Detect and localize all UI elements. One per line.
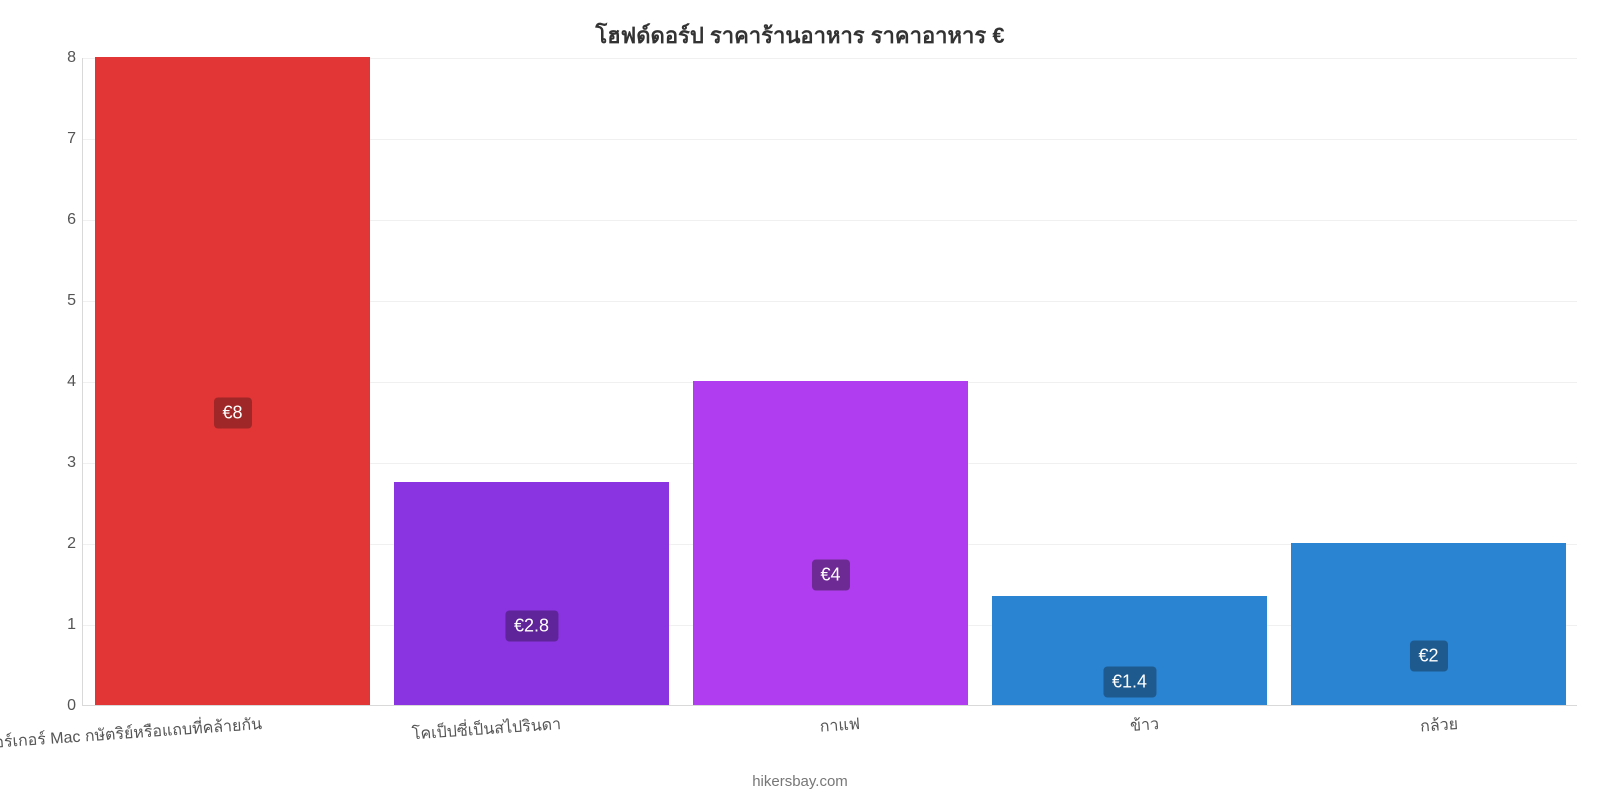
x-tick-label: โคเป็ปซี่เป็นสไปรินดา xyxy=(411,712,562,747)
y-tick-label: 7 xyxy=(67,130,76,148)
plot-area: €8 €2.8 €4 €1.4 €2 xyxy=(82,58,1577,706)
y-tick-label: 1 xyxy=(67,616,76,634)
x-tick-label: เบอร์เกอร์ Mac กษัตริย์หรือแถบที่คล้ายกั… xyxy=(0,712,262,757)
y-tick-label: 3 xyxy=(67,454,76,472)
x-tick-label: ข้าว xyxy=(1129,712,1160,739)
chart-title: โฮฟด์ดอร์ป ราคาร้านอาหาร ราคาอาหาร € xyxy=(0,18,1600,53)
bar xyxy=(1291,543,1566,705)
value-badge: €2.8 xyxy=(505,610,558,641)
y-tick-label: 4 xyxy=(67,373,76,391)
value-badge: €1.4 xyxy=(1103,667,1156,698)
y-tick-label: 5 xyxy=(67,292,76,310)
y-tick-label: 6 xyxy=(67,211,76,229)
x-tick-label: กาแฟ xyxy=(818,712,860,740)
bar xyxy=(693,381,968,705)
bar xyxy=(394,482,669,705)
value-badge: €2 xyxy=(1409,641,1447,672)
value-badge: €4 xyxy=(811,560,849,591)
attribution-text: hikersbay.com xyxy=(0,773,1600,790)
y-tick-label: 8 xyxy=(67,49,76,67)
price-bar-chart: โฮฟด์ดอร์ป ราคาร้านอาหาร ราคาอาหาร € €8€… xyxy=(0,0,1600,800)
y-tick-label: 0 xyxy=(67,697,76,715)
value-badge: €8 xyxy=(213,398,251,429)
bar xyxy=(95,57,370,705)
y-tick-label: 2 xyxy=(67,535,76,553)
x-tick-label: กล้วย xyxy=(1419,712,1459,740)
